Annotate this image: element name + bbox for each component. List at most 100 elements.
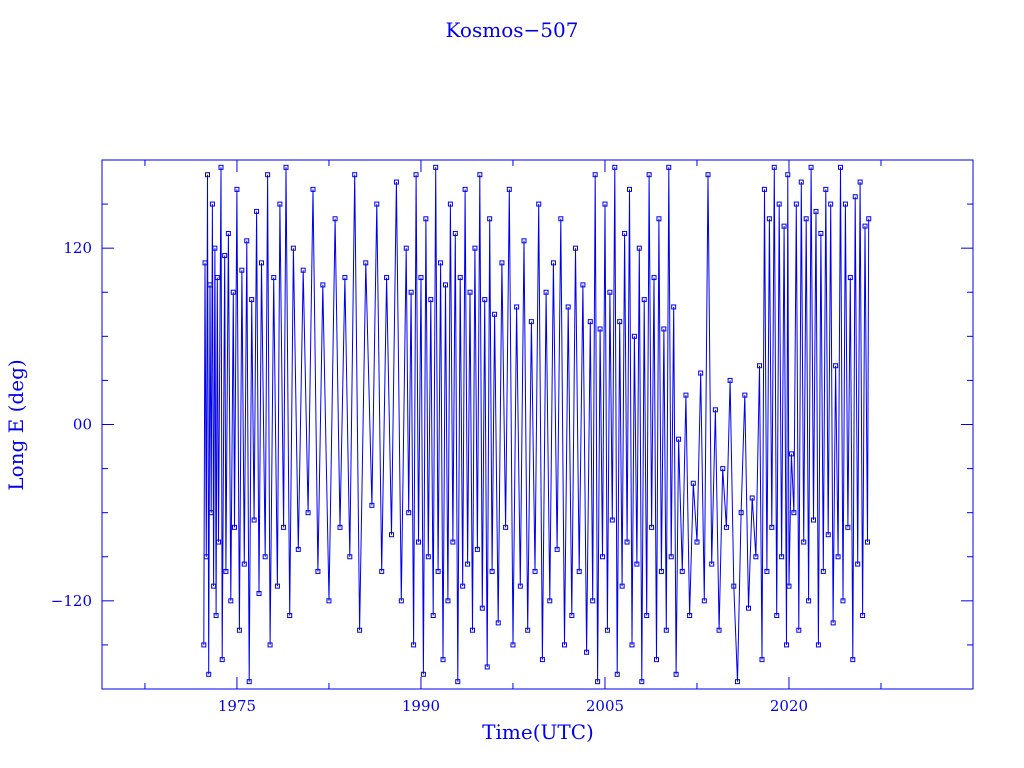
data-point (766, 216, 772, 222)
data-point (573, 245, 579, 251)
data-point (761, 186, 767, 192)
data-point (558, 216, 564, 222)
data-point (862, 223, 868, 229)
data-point (746, 605, 752, 611)
data-point (716, 627, 722, 633)
data-point (472, 245, 478, 251)
data-point (234, 186, 240, 192)
data-point (403, 245, 409, 251)
data-point (207, 282, 213, 288)
data-point (830, 620, 836, 626)
data-point (305, 510, 311, 516)
data-point (277, 201, 283, 207)
data-point (590, 598, 596, 604)
data-point (416, 539, 422, 545)
data-point (855, 561, 861, 567)
data-point (850, 657, 856, 663)
data-point (310, 186, 316, 192)
data-point (249, 297, 255, 303)
data-point (690, 480, 696, 486)
data-point (271, 275, 277, 281)
data-point (627, 186, 633, 192)
data-point (357, 627, 363, 633)
data-point (283, 164, 289, 170)
data-point (592, 172, 598, 178)
data-point (774, 613, 780, 619)
data-point (337, 524, 343, 530)
data-point (840, 598, 846, 604)
data-point (781, 223, 787, 229)
data-point (779, 554, 785, 560)
data-point (619, 583, 625, 589)
data-point (420, 671, 426, 677)
data-point (460, 583, 466, 589)
data-point (656, 216, 662, 222)
data-point (771, 164, 777, 170)
data-point (495, 620, 501, 626)
data-point (465, 561, 471, 567)
data-point (517, 583, 523, 589)
data-point (320, 282, 326, 288)
data-point (554, 546, 560, 552)
data-point (842, 201, 848, 207)
data-point (218, 164, 224, 170)
data-point (514, 304, 520, 310)
data-point (219, 657, 225, 663)
data-point (769, 524, 775, 530)
data-point (295, 546, 301, 552)
data-point (576, 568, 582, 574)
data-point (433, 164, 439, 170)
data-point (315, 568, 321, 574)
data-point (609, 517, 615, 523)
data-point (833, 363, 839, 369)
data-point (569, 613, 575, 619)
data-point (584, 649, 590, 655)
data-point (216, 539, 222, 545)
data-point (206, 671, 212, 677)
data-point (864, 539, 870, 545)
data-point (679, 568, 685, 574)
data-point (565, 304, 571, 310)
data-point (852, 194, 858, 200)
data-point (212, 245, 218, 251)
data-point (450, 539, 456, 545)
data-point (489, 568, 495, 574)
data-point (452, 230, 458, 236)
x-tick-label: 1990 (402, 697, 440, 715)
data-point (384, 275, 390, 281)
data-point (241, 561, 247, 567)
data-point (398, 598, 404, 604)
data-point (274, 583, 280, 589)
data-point (332, 216, 338, 222)
data-point (447, 201, 453, 207)
data-point (723, 524, 729, 530)
data-point (430, 613, 436, 619)
data-point (265, 172, 271, 178)
data-point (793, 201, 799, 207)
data-point (445, 598, 451, 604)
data-point (671, 304, 677, 310)
data-point (666, 164, 672, 170)
data-point (214, 275, 220, 281)
data-point (661, 326, 667, 332)
data-point (536, 201, 542, 207)
data-point (510, 642, 516, 648)
data-point (614, 671, 620, 677)
data-point (438, 260, 444, 266)
data-point (506, 186, 512, 192)
data-point (300, 267, 306, 273)
data-point (818, 230, 824, 236)
data-point (731, 583, 737, 589)
data-point (694, 539, 700, 545)
data-point (705, 172, 711, 178)
data-point (631, 333, 637, 339)
data-point (857, 179, 863, 185)
data-point (803, 216, 809, 222)
data-point (474, 546, 480, 552)
data-point (644, 613, 650, 619)
data-point (607, 289, 613, 295)
x-tick-label: 1975 (218, 697, 256, 715)
data-point (753, 554, 759, 560)
data-point (455, 679, 461, 685)
data-point (254, 208, 260, 214)
